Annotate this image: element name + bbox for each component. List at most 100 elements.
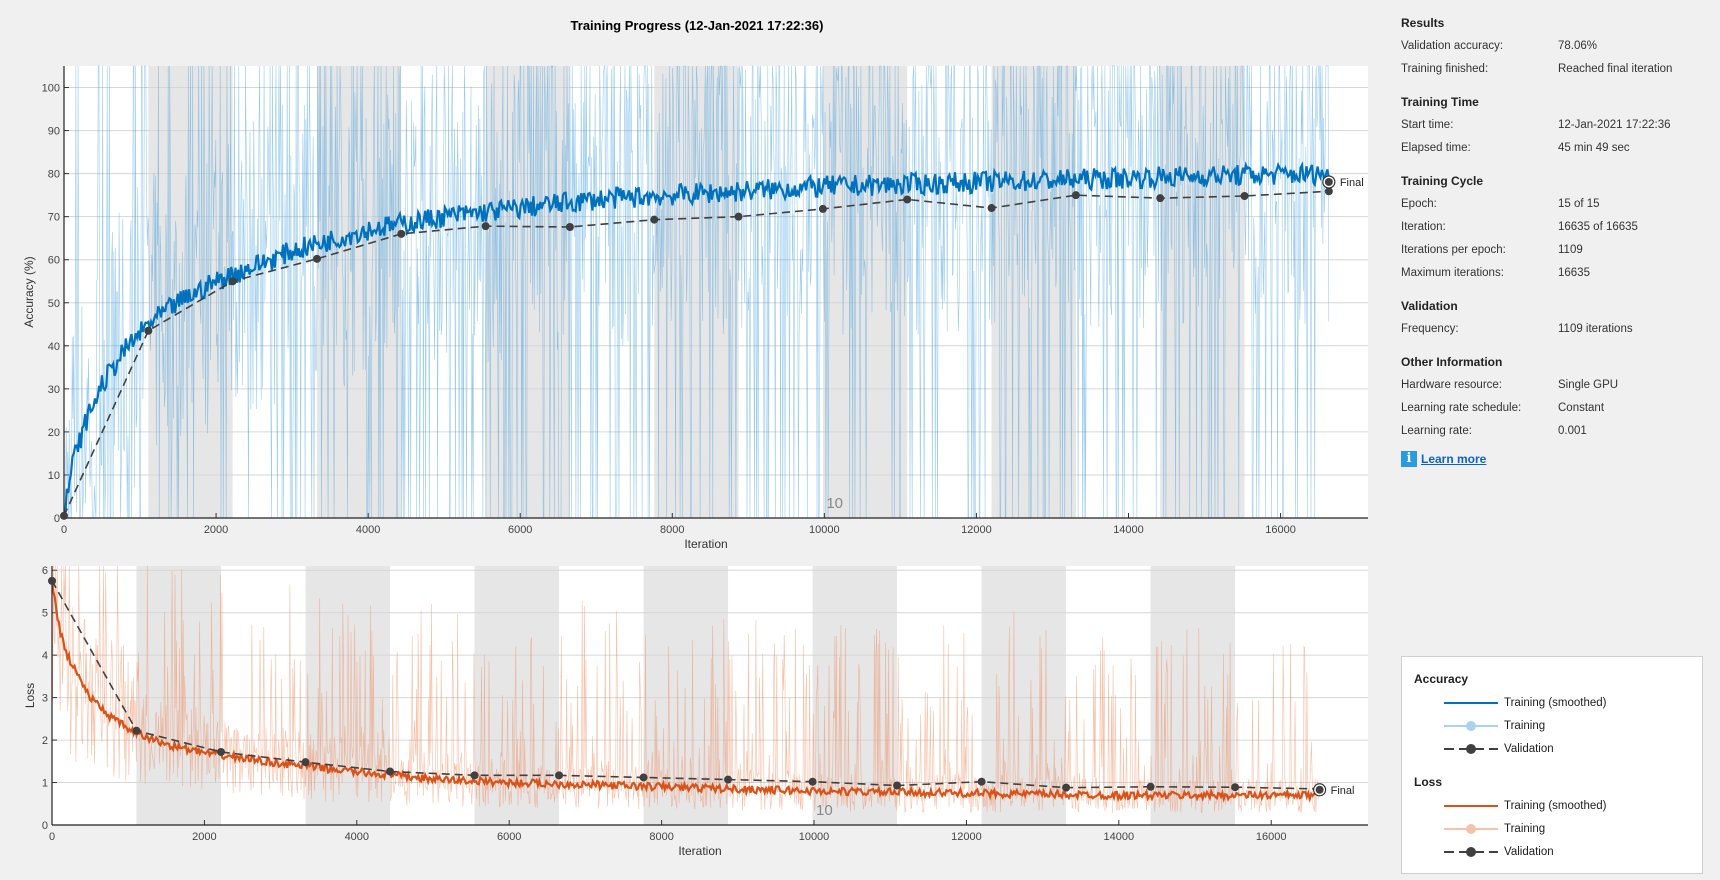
x-tick-label: 10000 [809,524,840,536]
info-label: Maximum iterations: [1401,267,1504,279]
loss-chart: 0 1 2 3 4 5 6 0 2000 4000 6000 8000 10000 12000 14000 1… [23,565,1368,858]
info-row: Iterations per epoch: 1109 [1401,239,1701,262]
info-label: Start time: [1401,119,1454,131]
info-value: 16635 [1558,267,1590,279]
validation-point [397,229,406,238]
validation-point [228,277,237,286]
validation-point [60,511,68,520]
legend-label: Training (smoothed) [1504,800,1607,812]
accuracy-chart: 0 10 20 30 40 50 60 70 80 90 100 0 2000 4000 6000 8000 1… [22,64,1368,551]
validation-point [1156,194,1165,203]
x-tick-label: 16000 [1256,831,1287,843]
section-header: Training Cycle [1401,174,1484,188]
x-tick-label: 14000 [1113,524,1144,536]
final-label: Final [1340,177,1364,189]
validation-point [1146,782,1155,791]
line-swatch-icon [1444,805,1498,807]
legend-label: Validation [1504,846,1554,858]
info-row: Elapsed time: 45 min 49 sec [1401,137,1701,160]
info-label: Iteration: [1401,221,1446,233]
info-value: Reached final iteration [1558,63,1673,75]
validation-point [724,775,733,784]
y-tick-label: 2 [42,735,48,747]
info-value: 12-Jan-2021 17:22:36 [1558,119,1671,131]
dashed-marker-swatch-icon [1444,744,1498,754]
x-tick-label: 6000 [497,831,521,843]
x-axis-label: Iteration [678,844,721,858]
info-row: Start time: 12-Jan-2021 17:22:36 [1401,114,1701,137]
x-tick-label: 2000 [192,831,216,843]
info-label: Hardware resource: [1401,379,1502,391]
validation-point [1062,783,1071,792]
legend-acc-training: Training [1444,718,1545,734]
validation-point [987,204,996,213]
y-axis-label: Loss [23,683,37,708]
validation-point [48,576,56,585]
info-value: 15 of 15 [1558,198,1600,210]
y-tick-label: 0 [54,513,60,525]
legend-accuracy-header: Accuracy [1414,672,1469,686]
legend-loss-header: Loss [1414,775,1443,789]
validation-point [903,195,912,204]
validation-point [734,212,743,221]
section-header: Validation [1401,299,1458,313]
validation-point [893,781,902,790]
y-tick-label: 80 [48,169,60,181]
y-tick-label: 60 [48,255,60,267]
x-tick-label: 6000 [508,524,532,536]
validation-line [51,580,1320,790]
validation-point [1071,191,1080,200]
info-value: 1109 [1558,244,1583,256]
info-row: Learning rate schedule: Constant [1401,397,1701,420]
training-smoothed-line [50,580,1321,803]
x-axis-label: Iteration [684,537,727,551]
epoch-band [136,566,222,825]
info-row: Hardware resource: Single GPU [1401,374,1701,397]
x-tick-label: 8000 [660,524,684,536]
info-value: 45 min 49 sec [1558,142,1630,154]
legend-loss-smoothed: Training (smoothed) [1444,798,1606,814]
info-value: 16635 of 16635 [1558,221,1638,233]
validation-point [977,777,986,786]
info-label: Training finished: [1401,63,1489,75]
info-label: Elapsed time: [1401,142,1471,154]
learn-more-link[interactable]: Learn more [1421,452,1487,466]
x-tick-label: 8000 [649,831,673,843]
line-marker-swatch-icon [1444,721,1498,731]
final-marker-dot [1324,177,1333,186]
info-row: Training finished: Reached final iteratio… [1401,58,1701,81]
x-tick-label: 10000 [799,831,830,843]
validation-point [565,222,574,231]
info-label: Learning rate schedule: [1401,402,1522,414]
legend-label: Training [1504,720,1546,732]
info-icon: i [1401,451,1417,467]
learn-more[interactable]: i Learn more [1401,451,1701,467]
x-tick-label: 12000 [951,831,982,843]
x-tick-label: 16000 [1265,524,1296,536]
validation-point [1231,783,1240,792]
validation-point [132,726,141,735]
x-tick-label: 4000 [345,831,369,843]
y-tick-label: 100 [42,83,60,95]
epoch-band [1150,566,1236,825]
y-tick-label: 5 [42,608,48,620]
info-row: Iteration: 16635 of 16635 [1401,216,1701,239]
epoch-band [822,66,908,518]
info-value: 0.001 [1558,425,1587,437]
info-row: Frequency: 1109 iterations [1401,318,1701,341]
info-row: Epoch: 15 of 15 [1401,193,1701,216]
info-panel: Results Validation accuracy: 78.06% Trainin… [1401,12,1701,467]
y-tick-label: 3 [42,693,48,705]
y-tick-label: 70 [48,212,60,224]
validation-point [808,777,817,786]
validation-point [481,222,490,231]
validation-point [470,771,479,780]
training-smoothed-line [63,161,1330,517]
section-header: Training Time [1401,95,1479,109]
training-raw-line [64,64,1330,519]
legend: Accuracy Training (smoothed) Training Va… [1401,656,1703,874]
validation-point [301,758,310,767]
section-header: Results [1401,16,1445,30]
y-tick-label: 4 [42,650,48,662]
validation-point [818,204,827,213]
